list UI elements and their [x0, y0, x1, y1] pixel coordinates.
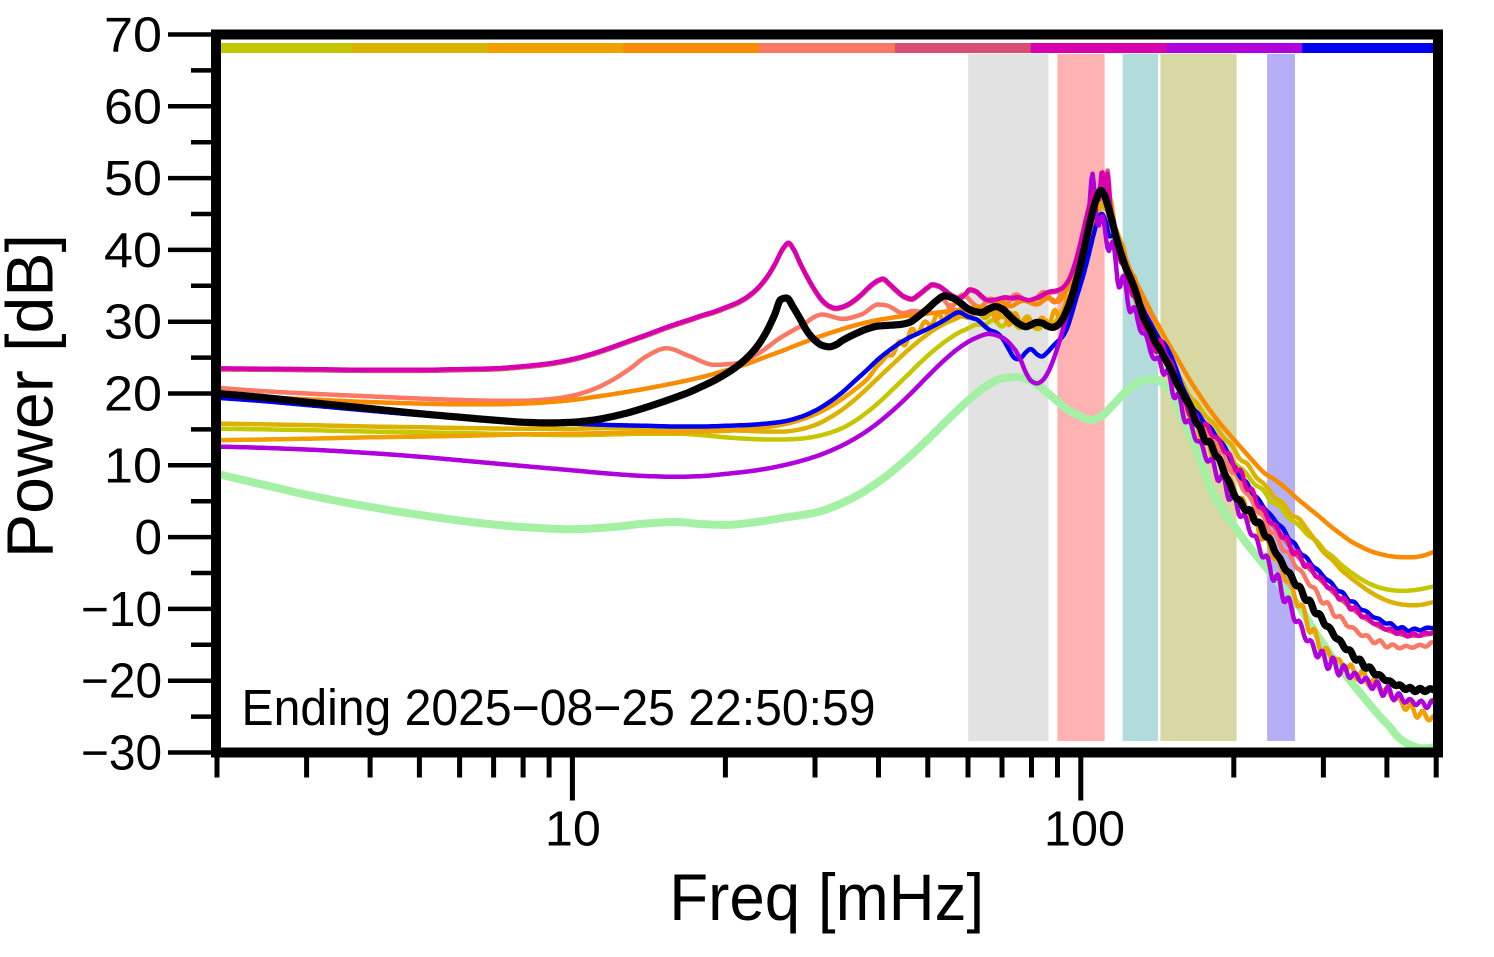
svg-text:30: 30: [104, 295, 162, 350]
svg-text:50: 50: [104, 151, 162, 206]
svg-text:−20: −20: [81, 654, 162, 709]
svg-text:60: 60: [104, 79, 162, 134]
svg-text:Power [dB]: Power [dB]: [0, 234, 67, 558]
svg-text:0: 0: [134, 510, 162, 565]
svg-text:Ending 2025−08−25 22:50:59: Ending 2025−08−25 22:50:59: [242, 679, 876, 736]
svg-text:10: 10: [545, 802, 601, 857]
svg-text:−30: −30: [81, 726, 162, 781]
svg-text:−10: −10: [81, 582, 162, 637]
svg-text:Freq [mHz]: Freq [mHz]: [669, 860, 984, 934]
svg-text:10: 10: [104, 438, 162, 493]
svg-text:40: 40: [104, 223, 162, 278]
svg-text:100: 100: [1044, 802, 1125, 857]
svg-text:20: 20: [104, 367, 162, 422]
svg-text:70: 70: [104, 8, 162, 63]
